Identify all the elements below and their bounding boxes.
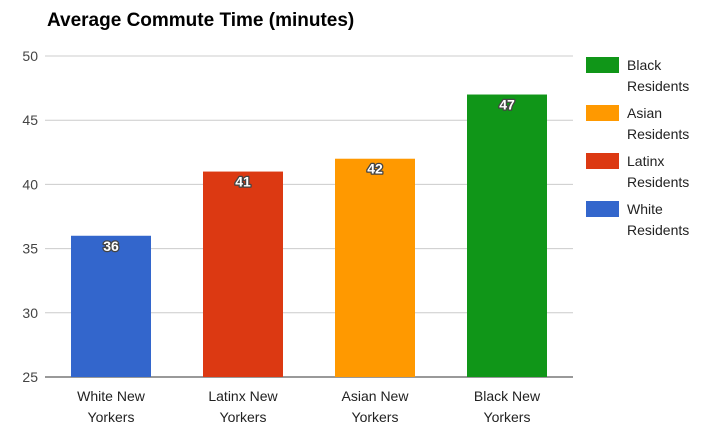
x-tick-label: Latinx New Yorkers <box>208 388 278 425</box>
legend-swatch <box>586 57 619 73</box>
legend-swatch <box>586 201 619 217</box>
bar <box>71 235 151 377</box>
data-label: 47 <box>499 97 515 113</box>
x-axis-ticks: White New Yorkers Latinx New Yorkers Asian N… <box>77 388 541 425</box>
data-label: 42 <box>367 161 383 177</box>
y-tick-label: 30 <box>22 305 38 321</box>
x-tick-label: Asian New Yorkers <box>342 388 410 425</box>
y-tick-label: 45 <box>22 112 38 128</box>
x-tick-label: White New Yorkers <box>77 388 146 425</box>
legend-item: Black Residents <box>586 57 689 94</box>
data-label: 41 <box>235 174 251 190</box>
bar <box>203 171 283 377</box>
y-tick-label: 35 <box>22 241 38 257</box>
y-tick-label: 40 <box>22 176 38 192</box>
legend-item: White Residents <box>586 201 689 238</box>
legend-label: Black Residents <box>627 57 689 94</box>
y-tick-label: 25 <box>22 369 38 385</box>
legend-item: Asian Residents <box>586 105 689 142</box>
legend-label: Latinx Residents <box>627 153 689 190</box>
bar <box>467 94 547 378</box>
legend-label: White Residents <box>627 201 689 238</box>
legend: Black Residents Asian Residents Latinx Reside… <box>586 57 689 238</box>
bars <box>71 94 547 378</box>
x-tick-label: Black New Yorkers <box>474 388 541 425</box>
legend-label: Asian Residents <box>627 105 689 142</box>
chart-title: Average Commute Time (minutes) <box>47 10 354 31</box>
data-label: 36 <box>103 238 119 254</box>
legend-item: Latinx Residents <box>586 153 689 190</box>
y-axis-ticks: 25 30 35 40 45 50 <box>22 48 38 385</box>
legend-swatch <box>586 153 619 169</box>
data-labels: 36 41 42 47 <box>102 95 516 255</box>
y-tick-label: 50 <box>22 48 38 64</box>
bar <box>335 158 415 377</box>
legend-swatch <box>586 105 619 121</box>
